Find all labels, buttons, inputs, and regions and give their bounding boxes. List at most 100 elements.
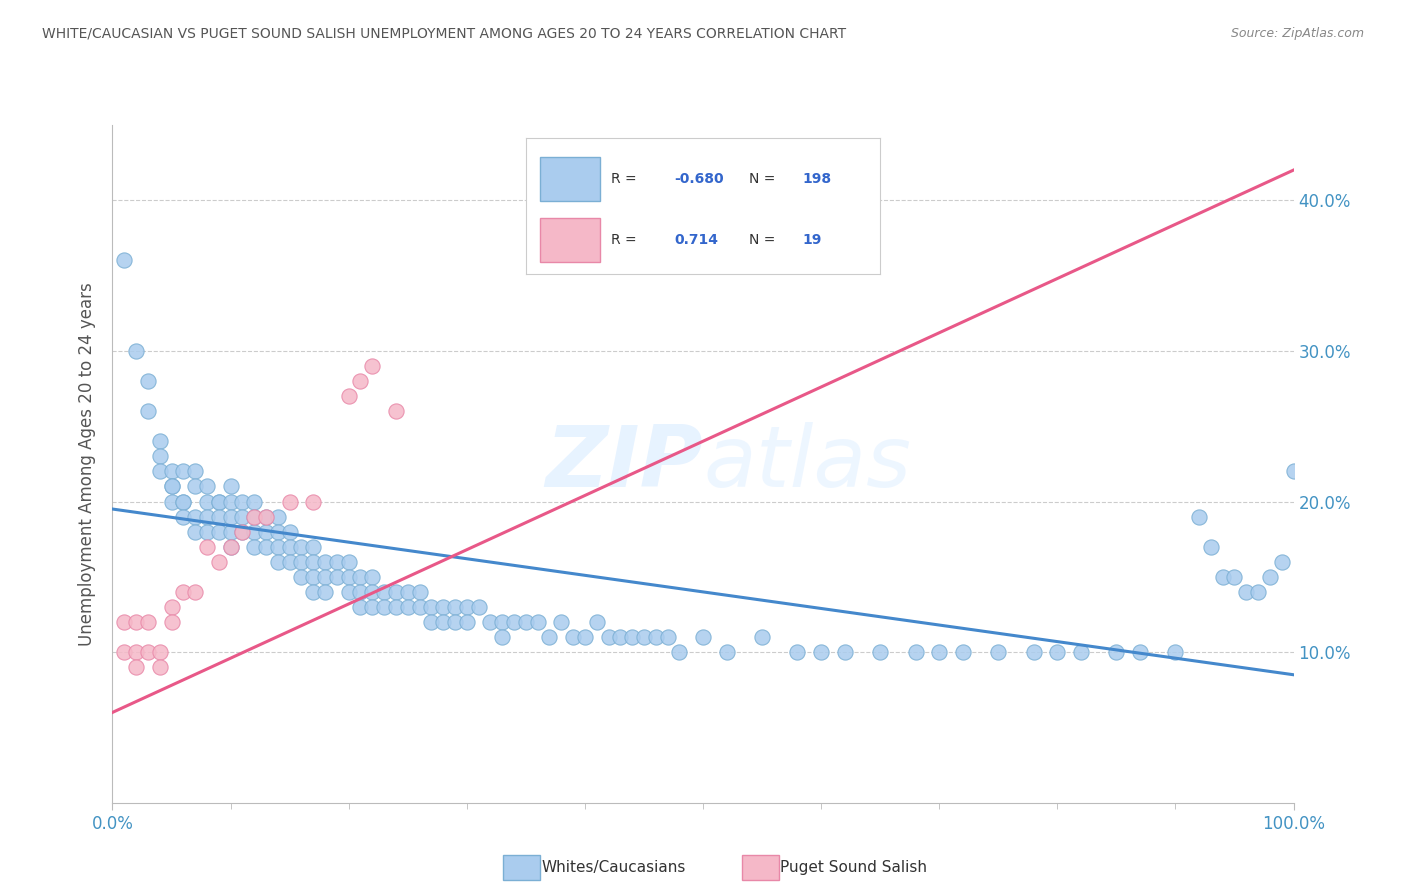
Point [160, 615, 183, 629]
Point [219, 479, 242, 493]
Point [751, 630, 773, 644]
Point [231, 509, 253, 524]
Point [254, 524, 277, 539]
Point [219, 524, 242, 539]
Point [160, 479, 183, 493]
Point [184, 585, 207, 599]
Point [1188, 509, 1211, 524]
Point [444, 599, 467, 614]
Point [195, 509, 218, 524]
Point [385, 404, 408, 418]
Point [396, 599, 419, 614]
Point [112, 615, 135, 629]
Point [302, 570, 325, 584]
Point [456, 599, 478, 614]
Point [491, 615, 513, 629]
Point [136, 374, 159, 388]
Point [349, 599, 371, 614]
Point [385, 585, 408, 599]
Point [278, 524, 301, 539]
Point [112, 645, 135, 659]
Point [444, 615, 467, 629]
Point [373, 585, 395, 599]
Point [112, 253, 135, 268]
Point [136, 645, 159, 659]
Point [254, 509, 277, 524]
Point [302, 540, 325, 554]
Point [373, 599, 395, 614]
Point [243, 494, 266, 508]
Point [219, 494, 242, 508]
Point [550, 615, 572, 629]
Point [562, 630, 585, 644]
Text: Puget Sound Salish: Puget Sound Salish [780, 860, 928, 875]
Point [243, 509, 266, 524]
Text: Whites/Caucasians: Whites/Caucasians [541, 860, 686, 875]
Point [149, 464, 172, 478]
Point [385, 599, 408, 614]
Point [149, 660, 172, 674]
Point [278, 555, 301, 569]
Point [254, 509, 277, 524]
Point [644, 630, 666, 644]
Text: atlas: atlas [703, 422, 911, 506]
Point [479, 615, 502, 629]
Point [503, 615, 526, 629]
Point [1070, 645, 1092, 659]
Point [456, 615, 478, 629]
Point [1258, 570, 1281, 584]
Point [538, 630, 561, 644]
Point [219, 509, 242, 524]
Point [810, 645, 832, 659]
Point [326, 555, 349, 569]
Point [267, 555, 290, 569]
Text: Source: ZipAtlas.com: Source: ZipAtlas.com [1230, 27, 1364, 40]
Point [349, 585, 371, 599]
Point [904, 645, 927, 659]
Point [231, 494, 253, 508]
Point [1022, 645, 1045, 659]
Point [267, 540, 290, 554]
Point [1234, 585, 1257, 599]
Point [408, 599, 430, 614]
Point [609, 630, 631, 644]
Point [243, 509, 266, 524]
Point [160, 494, 183, 508]
Point [160, 599, 183, 614]
Point [314, 570, 336, 584]
Point [302, 585, 325, 599]
Point [184, 524, 207, 539]
Point [361, 570, 384, 584]
Point [834, 645, 856, 659]
Point [467, 599, 489, 614]
Point [208, 494, 231, 508]
Point [172, 494, 194, 508]
Text: WHITE/CAUCASIAN VS PUGET SOUND SALISH UNEMPLOYMENT AMONG AGES 20 TO 24 YEARS COR: WHITE/CAUCASIAN VS PUGET SOUND SALISH UN… [42, 27, 846, 41]
Point [526, 615, 548, 629]
Point [657, 630, 679, 644]
Point [420, 615, 443, 629]
Point [278, 540, 301, 554]
Point [208, 524, 231, 539]
Point [420, 599, 443, 614]
Point [195, 540, 218, 554]
Point [302, 494, 325, 508]
Point [349, 570, 371, 584]
Point [278, 494, 301, 508]
Point [314, 555, 336, 569]
Point [432, 599, 454, 614]
Point [491, 630, 513, 644]
Point [184, 464, 207, 478]
Point [172, 494, 194, 508]
Point [231, 524, 253, 539]
Point [219, 540, 242, 554]
Point [326, 570, 349, 584]
Point [692, 630, 714, 644]
Point [195, 479, 218, 493]
Point [337, 555, 360, 569]
Point [598, 630, 620, 644]
Point [254, 540, 277, 554]
Point [290, 570, 312, 584]
Point [302, 555, 325, 569]
Point [432, 615, 454, 629]
